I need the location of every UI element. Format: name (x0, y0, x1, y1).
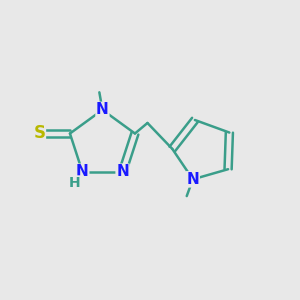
Text: N: N (187, 172, 199, 187)
Text: S: S (33, 124, 45, 142)
Text: H: H (69, 176, 81, 190)
Text: N: N (116, 164, 129, 179)
Text: N: N (76, 164, 89, 179)
Text: N: N (96, 102, 109, 117)
